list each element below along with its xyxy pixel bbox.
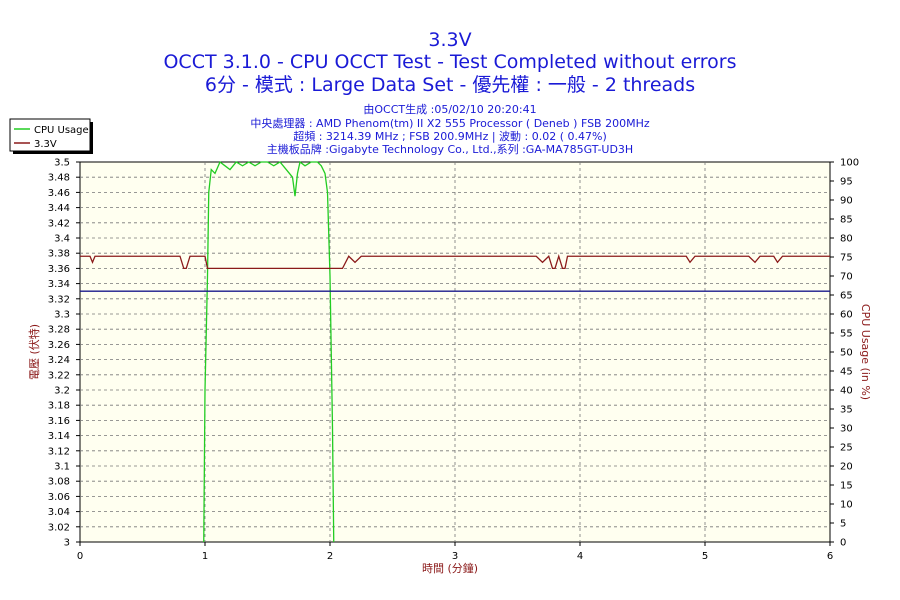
y2-tick-label: 25 bbox=[840, 443, 853, 454]
y2-tick-label: 40 bbox=[840, 386, 853, 397]
y2-tick-label: 45 bbox=[840, 367, 853, 378]
y-tick-label: 3.44 bbox=[48, 203, 70, 214]
plot-area bbox=[79, 161, 831, 543]
y-tick-label: 3.38 bbox=[48, 249, 70, 260]
y-tick-label: 3.14 bbox=[48, 431, 70, 442]
y2-tick-label: 30 bbox=[840, 424, 853, 435]
x-tick-label: 5 bbox=[702, 551, 708, 562]
legend-label-cpu-usage: CPU Usage bbox=[34, 125, 89, 136]
y2-tick-label: 100 bbox=[840, 158, 859, 169]
y2-tick-label: 0 bbox=[840, 538, 846, 549]
y-tick-label: 3.3 bbox=[54, 310, 70, 321]
x-tick-label: 6 bbox=[827, 551, 833, 562]
y-tick-label: 3.18 bbox=[48, 401, 70, 412]
y-tick-label: 3.5 bbox=[54, 158, 70, 169]
y2-tick-label: 60 bbox=[840, 310, 853, 321]
y-tick-label: 3.48 bbox=[48, 173, 70, 184]
y2-tick-label: 20 bbox=[840, 462, 853, 473]
series-line-3v3 bbox=[80, 254, 830, 270]
y-tick-label: 3.26 bbox=[48, 340, 70, 351]
y2-tick-label: 35 bbox=[840, 405, 853, 416]
y2-tick-label: 65 bbox=[840, 291, 853, 302]
y2-tick-label: 50 bbox=[840, 348, 853, 359]
legend-box bbox=[9, 118, 91, 152]
grid bbox=[80, 162, 830, 542]
chart-subtitle: OCCT 3.1.0 - CPU OCCT Test - Test Comple… bbox=[163, 51, 736, 73]
y2-axis-label: CPU Usage (in %) bbox=[859, 304, 872, 400]
chart-title: 3.3V bbox=[428, 29, 471, 51]
y2-tick-label: 10 bbox=[840, 500, 853, 511]
y-tick-label: 3.32 bbox=[48, 294, 70, 305]
y2-tick-label: 70 bbox=[840, 272, 853, 283]
y2-tick-label: 75 bbox=[840, 253, 853, 264]
y-tick-label: 3 bbox=[64, 538, 70, 549]
info-cpu: 中央處理器 : AMD Phenom(tm) II X2 555 Process… bbox=[250, 116, 650, 130]
info-clock: 超頻 : 3214.39 MHz ; FSB 200.9MHz | 波動 : 0… bbox=[293, 129, 607, 143]
y2-tick-label: 15 bbox=[840, 481, 853, 492]
x-tick-label: 1 bbox=[202, 551, 208, 562]
x-tick-label: 0 bbox=[77, 551, 83, 562]
legend: CPU Usage 3.3V bbox=[9, 118, 93, 154]
y-tick-label: 3.22 bbox=[48, 370, 70, 381]
y-tick-label: 3.46 bbox=[48, 188, 70, 199]
info-motherboard: 主機板品牌 :Gigabyte Technology Co., Ltd.,系列 … bbox=[267, 142, 633, 156]
series bbox=[80, 160, 830, 543]
x-tick-label: 2 bbox=[327, 551, 333, 562]
y-tick-label: 3.12 bbox=[48, 446, 70, 457]
y2-tick-label: 5 bbox=[840, 519, 846, 530]
y-tick-label: 3.08 bbox=[48, 477, 70, 488]
y2-tick-label: 95 bbox=[840, 177, 853, 188]
y-tick-label: 3.28 bbox=[48, 325, 70, 336]
legend-label-3v3: 3.3V bbox=[34, 139, 57, 150]
y2-tick-label: 80 bbox=[840, 234, 853, 245]
y-tick-label: 3.4 bbox=[54, 234, 70, 245]
y-tick-label: 3.36 bbox=[48, 264, 70, 275]
y-tick-label: 3.34 bbox=[48, 279, 70, 290]
info-generated: 由OCCT生成 :05/02/10 20:20:41 bbox=[363, 102, 536, 116]
y2-tick-label: 85 bbox=[840, 215, 853, 226]
x-tick-label: 4 bbox=[577, 551, 583, 562]
y-tick-label: 3.02 bbox=[48, 522, 70, 533]
y2-tick-label: 55 bbox=[840, 329, 853, 340]
y-tick-label: 3.06 bbox=[48, 492, 70, 503]
y-tick-label: 3.1 bbox=[54, 462, 70, 473]
x-axis-label: 時間 (分鐘) bbox=[422, 561, 478, 575]
y-tick-label: 3.2 bbox=[54, 386, 70, 397]
y-tick-label: 3.42 bbox=[48, 218, 70, 229]
y-tick-label: 3.24 bbox=[48, 355, 70, 366]
y-tick-label: 3.04 bbox=[48, 507, 70, 518]
series-line-cpu-usage bbox=[203, 160, 335, 543]
x-tick-label: 3 bbox=[452, 551, 458, 562]
chart-subtitle-2: 6分 - 模式 : Large Data Set - 優先權 : 一般 - 2 … bbox=[205, 74, 695, 96]
y2-tick-label: 90 bbox=[840, 196, 853, 207]
ticks: 3.53.483.463.443.423.43.383.363.343.323.… bbox=[48, 158, 859, 563]
y-axis-label: 電壓 (伏特) bbox=[27, 324, 41, 380]
y-tick-label: 3.16 bbox=[48, 416, 70, 427]
